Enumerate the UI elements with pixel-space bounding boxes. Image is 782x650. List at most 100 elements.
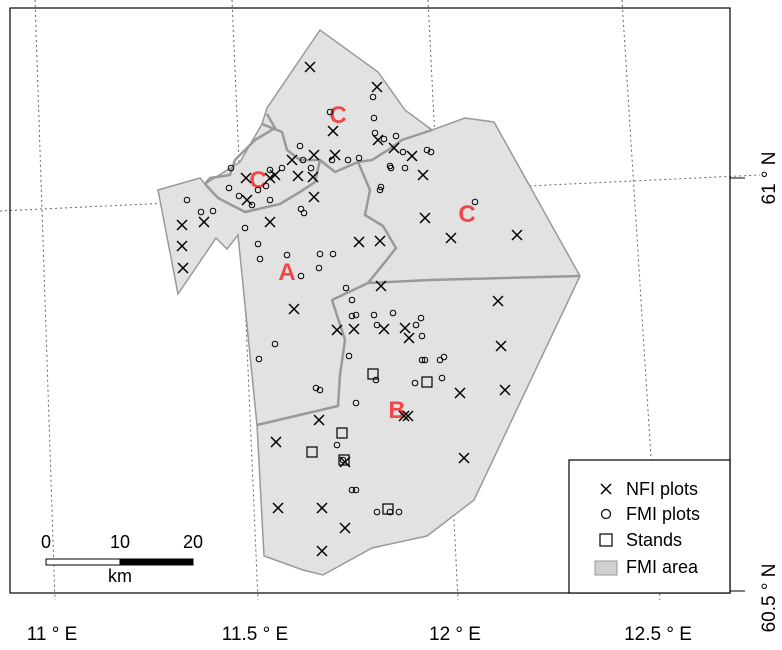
fmi-plot-marker — [423, 146, 431, 154]
nfi-plot-marker — [374, 235, 386, 247]
region-label: B — [388, 397, 405, 424]
nfi-plot-marker — [241, 194, 253, 206]
fmi-plot-marker — [377, 183, 385, 191]
stand-marker — [421, 376, 433, 388]
scale-unit-label: km — [108, 566, 132, 586]
fmi-plot-marker — [296, 142, 304, 150]
stand-marker — [338, 454, 350, 466]
fmi-plot-marker — [412, 321, 420, 329]
nfi-plot-marker — [286, 154, 298, 166]
scale-tick-label: 10 — [110, 532, 130, 552]
nfi-plot-marker — [264, 216, 276, 228]
region-label: C — [249, 167, 266, 194]
nfi-plot-marker — [353, 236, 365, 248]
fmi-plot-marker — [376, 186, 384, 194]
nfi-plot-marker — [406, 150, 418, 162]
fmi-plot-marker — [262, 182, 270, 190]
fmi-plot-marker — [225, 184, 233, 192]
fmi-plot-marker — [386, 162, 394, 170]
nfi-plot-marker — [240, 172, 252, 184]
fmi-plot-marker — [297, 272, 305, 280]
x-tick-label: 12 ° E — [429, 624, 481, 645]
fmi-plot-marker — [395, 508, 403, 516]
nfi-plots-layer — [176, 61, 523, 557]
fmi-plot-marker — [418, 332, 426, 340]
filled-rect-swatch-icon — [594, 560, 618, 576]
fmi-plot-marker — [392, 132, 400, 140]
fmi-plot-marker — [345, 352, 353, 360]
map-frame — [9, 7, 731, 594]
nfi-plot-marker — [329, 149, 341, 161]
fmi-plot-marker — [417, 314, 425, 322]
x-tick-label: 11.5 ° E — [222, 624, 288, 645]
fmi-plot-marker — [312, 384, 320, 392]
scale-bar-white-segment — [45, 558, 121, 566]
fmi-plot-marker — [339, 456, 347, 464]
legend-label: FMI area — [626, 557, 699, 577]
nfi-plot-marker — [458, 452, 470, 464]
fmi-plot-marker — [370, 114, 378, 122]
nfi-plot-marker — [339, 522, 351, 534]
cross-marker-icon — [600, 483, 612, 495]
fmi-plot-marker — [352, 486, 360, 494]
fmi-plot-marker — [299, 156, 307, 164]
fmi-plot-marker — [271, 340, 279, 348]
scale-bar: 0 10 20 km — [41, 532, 203, 586]
fmi-plot-marker — [300, 209, 308, 217]
y-axis-labels: 61 ° N 60.5 ° N — [759, 151, 780, 632]
fmi-plots-layer — [183, 93, 479, 516]
nfi-plot-marker — [348, 323, 360, 335]
nfi-plot-marker — [402, 410, 414, 422]
fmi-plot-marker — [235, 192, 243, 200]
nfi-plot-marker — [399, 322, 411, 334]
legend-item-nfi: NFI plots — [600, 479, 698, 499]
fmi-plot-marker — [370, 311, 378, 319]
nfi-plot-marker — [403, 332, 415, 344]
fmi-plot-marker — [352, 311, 360, 319]
nfi-plot-marker — [177, 262, 189, 274]
nfi-plot-marker — [288, 303, 300, 315]
fmi-plot-marker — [283, 251, 291, 259]
nfi-plot-marker — [375, 280, 387, 292]
scale-tick-label: 0 — [41, 532, 51, 552]
fmi-plot-marker — [344, 156, 352, 164]
fmi-plot-marker — [373, 321, 381, 329]
fmi-plot-marker — [278, 164, 286, 172]
fmi-plot-marker — [401, 164, 409, 172]
fmi-plot-marker — [373, 508, 381, 516]
x-tick-label: 12.5 ° E — [624, 624, 692, 645]
nfi-plot-marker — [269, 169, 281, 181]
fmi-plot-marker — [440, 353, 448, 361]
stands-layer — [306, 368, 433, 515]
fmi-plot-marker — [254, 240, 262, 248]
fmi-plot-marker — [438, 374, 446, 382]
nfi-plot-marker — [308, 149, 320, 161]
legend-label: Stands — [626, 530, 682, 550]
nfi-plot-marker — [454, 387, 466, 399]
nfi-plot-marker — [492, 295, 504, 307]
fmi-plot-marker — [389, 309, 397, 317]
boundary-c-west-top — [204, 113, 277, 185]
fmi-plot-marker — [329, 250, 337, 258]
legend-label: FMI plots — [626, 504, 700, 524]
fmi-plot-marker — [326, 108, 334, 116]
nfi-plot-marker — [198, 216, 210, 228]
legend-item-area: FMI area — [594, 557, 699, 577]
legend-item-fmi: FMI plots — [600, 504, 700, 524]
nfi-plot-marker — [371, 81, 383, 93]
fmi-plot-marker — [266, 166, 274, 174]
fmi-area — [157, 28, 581, 576]
boundary-b — [367, 274, 581, 285]
y-tick-label: 61 ° N — [759, 151, 780, 204]
nfi-plot-marker — [499, 384, 511, 396]
fmi-plot-marker — [248, 201, 256, 209]
fmi-plot-marker — [411, 379, 419, 387]
fmi-plot-marker — [227, 164, 235, 172]
fmi-plot-marker — [427, 148, 435, 156]
fmi-plot-marker — [352, 399, 360, 407]
stand-marker — [336, 427, 348, 439]
fmi-plot-marker — [369, 93, 377, 101]
fmi-plot-marker — [418, 356, 426, 364]
nfi-plot-marker — [176, 219, 188, 231]
fmi-plot-marker — [355, 154, 363, 162]
